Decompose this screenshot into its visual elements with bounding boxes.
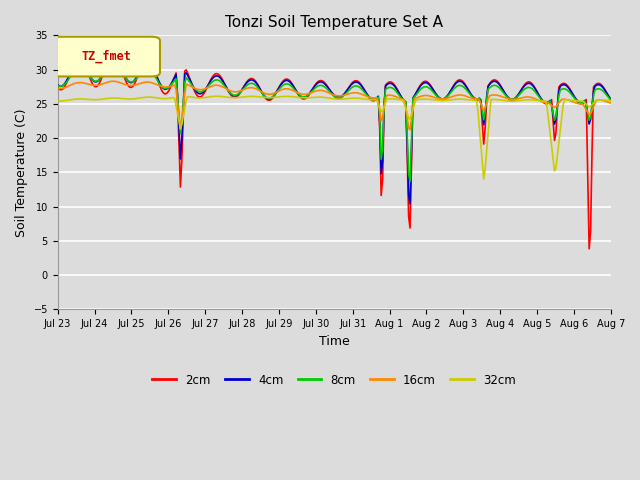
Legend: 2cm, 4cm, 8cm, 16cm, 32cm: 2cm, 4cm, 8cm, 16cm, 32cm (148, 369, 521, 391)
Title: Tonzi Soil Temperature Set A: Tonzi Soil Temperature Set A (225, 15, 444, 30)
Y-axis label: Soil Temperature (C): Soil Temperature (C) (15, 108, 28, 237)
Text: TZ_fmet: TZ_fmet (81, 50, 131, 63)
FancyBboxPatch shape (52, 36, 160, 76)
X-axis label: Time: Time (319, 335, 349, 348)
